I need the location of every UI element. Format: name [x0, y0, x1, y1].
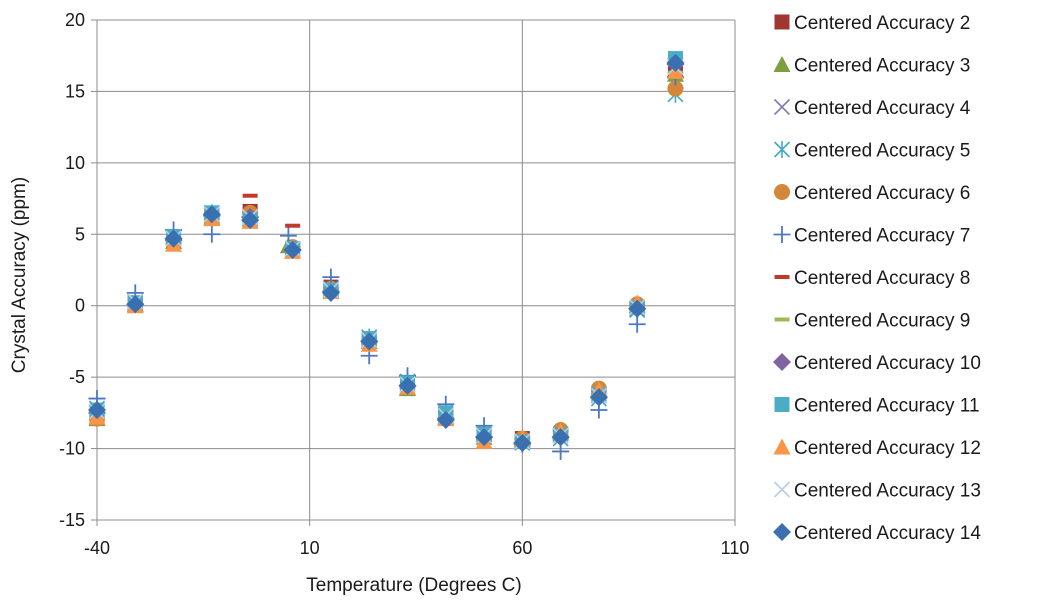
y-tick-label: 15: [65, 81, 85, 101]
data-point: [551, 428, 570, 447]
legend-label: Centered Accuracy 5: [794, 141, 970, 162]
data-point: [283, 241, 302, 259]
legend-label: Centered Accuracy 7: [794, 226, 970, 247]
legend-marker: [773, 481, 791, 498]
legend-label: Centered Accuracy 9: [794, 311, 970, 332]
legend-marker: [774, 317, 790, 322]
legend-marker: [773, 523, 791, 541]
legend-label: Centered Accuracy 2: [794, 13, 970, 34]
legend-label: Centered Accuracy 6: [794, 183, 970, 204]
legend-item: Centered Accuracy 7: [773, 226, 970, 247]
data-point: [513, 433, 532, 452]
series-13: [88, 53, 685, 452]
y-tick-label: -10: [59, 439, 85, 459]
data-point: [241, 211, 260, 229]
data-point: [321, 283, 340, 302]
legend-marker: [773, 141, 791, 158]
y-tick-label: -15: [59, 510, 85, 530]
legend-marker: [773, 56, 791, 72]
x-tick-label: -40: [84, 538, 110, 558]
data-point: [285, 223, 301, 228]
legend-item: Centered Accuracy 2: [774, 13, 970, 34]
data-point: [667, 80, 684, 97]
legend-marker: [774, 14, 790, 30]
data-point: [666, 53, 685, 72]
legend-item: Centered Accuracy 12: [773, 438, 981, 459]
data-point: [436, 411, 455, 429]
legend-label: Centered Accuracy 11: [794, 396, 980, 417]
data-points: [88, 51, 685, 460]
legend-label: Centered Accuracy 13: [794, 481, 981, 502]
x-tick-label: 110: [721, 538, 750, 558]
data-point: [475, 428, 494, 447]
data-point: [398, 376, 417, 395]
legend-marker: [774, 275, 790, 279]
gridlines: [96, 19, 736, 521]
legend-item: Centered Accuracy 3: [773, 56, 970, 77]
y-tick-label: 5: [75, 224, 85, 244]
legend-item: Centered Accuracy 14: [773, 523, 981, 544]
legend-label: Centered Accuracy 4: [794, 98, 971, 119]
data-point: [628, 299, 647, 318]
legend-item: Centered Accuracy 4: [773, 98, 971, 119]
y-tick-label: -5: [69, 367, 85, 387]
legend-item: Centered Accuracy 9: [774, 311, 970, 332]
series-12: [88, 59, 684, 450]
y-axis-title: Crystal Accuracy (ppm): [9, 177, 30, 373]
data-point: [589, 388, 608, 407]
data-point: [126, 295, 145, 314]
legend-item: Centered Accuracy 10: [773, 353, 981, 374]
legend-label: Centered Accuracy 14: [794, 523, 981, 544]
legend-marker: [774, 397, 790, 412]
legend-marker: [773, 353, 791, 371]
y-tick-label: 10: [65, 153, 85, 173]
y-tick-label: 0: [75, 296, 85, 316]
legend-label: Centered Accuracy 10: [794, 353, 981, 374]
y-tick-label: 20: [65, 10, 85, 30]
legend-item: Centered Accuracy 6: [774, 183, 970, 204]
legend-label: Centered Accuracy 8: [794, 268, 970, 289]
x-axis-title: Temperature (Degrees C): [306, 575, 521, 596]
legend-item: Centered Accuracy 13: [773, 481, 981, 502]
legend: Centered Accuracy 2 Centered Accuracy 3 Ce…: [773, 13, 981, 544]
data-point: [202, 205, 221, 224]
data-point: [164, 229, 183, 248]
x-tick-label: 60: [512, 538, 532, 558]
legend-item: Centered Accuracy 5: [773, 141, 970, 162]
data-point: [242, 193, 258, 198]
legend-marker: [773, 438, 791, 455]
legend-marker: [773, 226, 791, 243]
data-point: [628, 315, 646, 333]
data-point: [360, 332, 379, 351]
legend-item: Centered Accuracy 8: [774, 268, 970, 289]
axes: -15 -10 -5 0 5 10 15 20 -40 10 60 110: [59, 10, 749, 558]
legend-marker: [774, 184, 790, 200]
legend-label: Centered Accuracy 3: [794, 56, 970, 77]
legend-marker: [773, 98, 791, 116]
legend-label: Centered Accuracy 12: [794, 438, 981, 459]
legend-item: Centered Accuracy 11: [774, 396, 980, 417]
data-point: [88, 401, 106, 419]
data-point: [203, 225, 221, 243]
x-tick-label: 10: [300, 538, 320, 558]
